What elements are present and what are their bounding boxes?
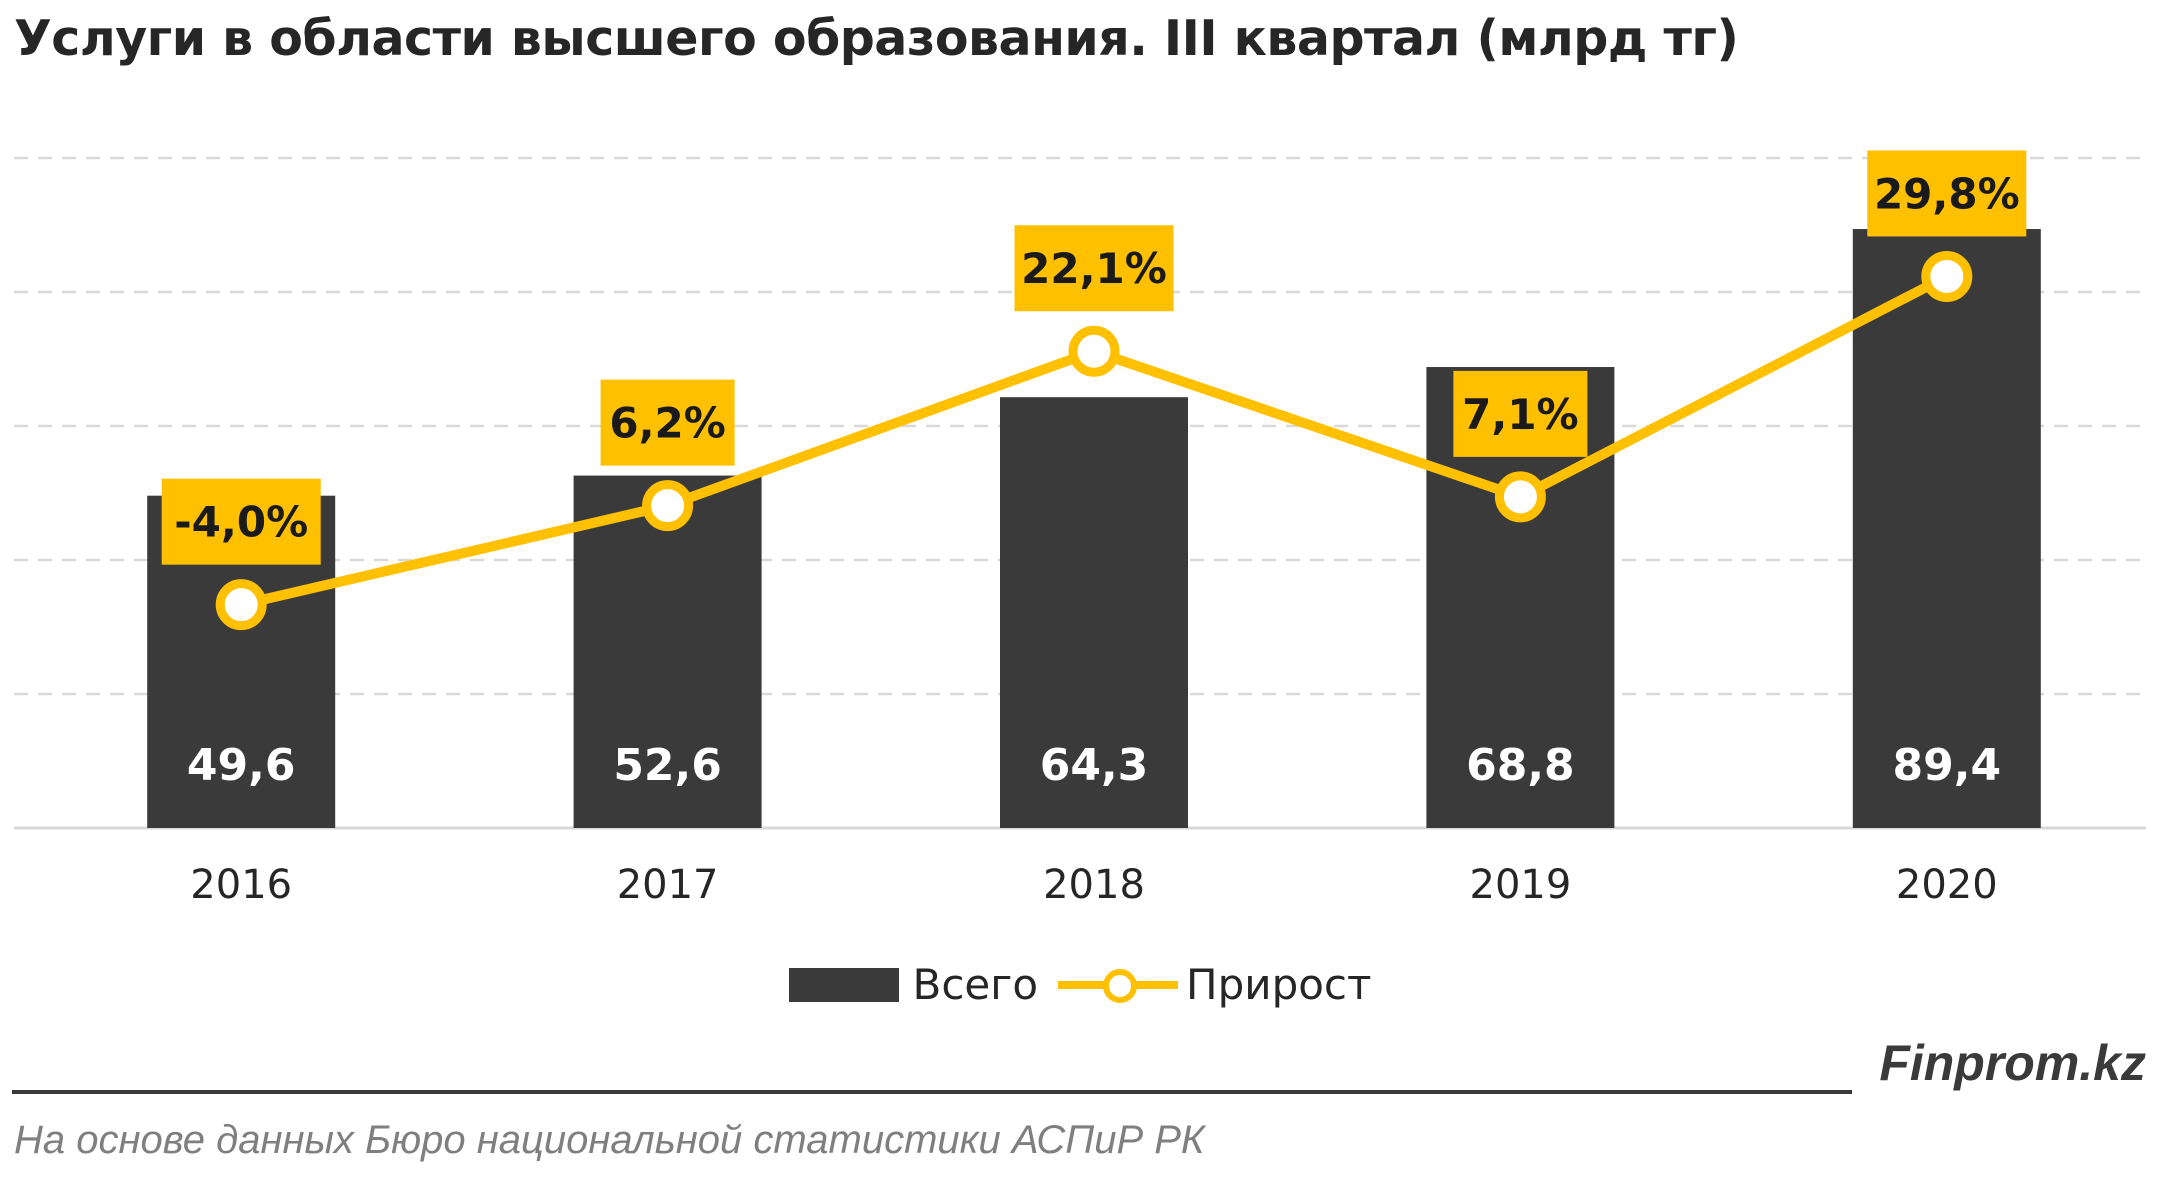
growth-point [215,579,267,631]
bar-value-label: 52,6 [613,740,722,791]
growth-point [1068,325,1120,377]
growth-point [1494,471,1546,523]
legend-item-bars: Всего [788,960,1039,1009]
growth-point [642,480,694,532]
x-tick-label: 2018 [1043,862,1145,908]
bar [1000,397,1188,828]
growth-label: 7,1% [1462,390,1578,439]
legend: Всего Прирост [0,960,2160,1009]
footer-divider [12,1090,1852,1094]
growth-label: -4,0% [174,498,308,547]
growth-point [1921,250,1973,302]
x-tick-label: 2019 [1470,862,1572,908]
x-tick-label: 2017 [617,862,719,908]
bar-value-label: 49,6 [187,740,296,791]
bar-value-label: 68,8 [1466,740,1575,791]
x-tick-label: 2016 [190,862,292,908]
growth-label: 29,8% [1874,169,2020,218]
growth-label-box [600,379,735,466]
growth-label-box [1867,150,2027,237]
legend-line-swatch [1058,965,1179,1005]
bar [1852,229,2041,828]
growth-label: 22,1% [1021,244,1167,293]
growth-label-box [161,478,321,565]
bar [573,475,762,828]
legend-label-line: Прирост [1186,960,1372,1009]
legend-label-bars: Всего [912,960,1039,1009]
source-note: На основе данных Бюро национальной стати… [14,1118,1205,1162]
growth-label-box [1453,370,1588,457]
legend-bar-swatch [788,967,899,1002]
bar-value-label: 64,3 [1040,740,1149,791]
legend-item-line: Прирост [1058,960,1371,1009]
x-tick-label: 2020 [1896,862,1998,908]
chart: 49,6 2016 52,6 2017 64,3 2018 68,8 2019 89,4 2020… [14,150,2146,908]
chart-title: Услуги в области высшего образования. II… [14,10,1739,67]
growth-label: 6,2% [609,399,725,448]
growth-label-box [1014,225,1174,312]
bar-value-label: 89,4 [1893,740,2002,791]
brand-logo: Finprom.kz [1879,1035,2146,1091]
